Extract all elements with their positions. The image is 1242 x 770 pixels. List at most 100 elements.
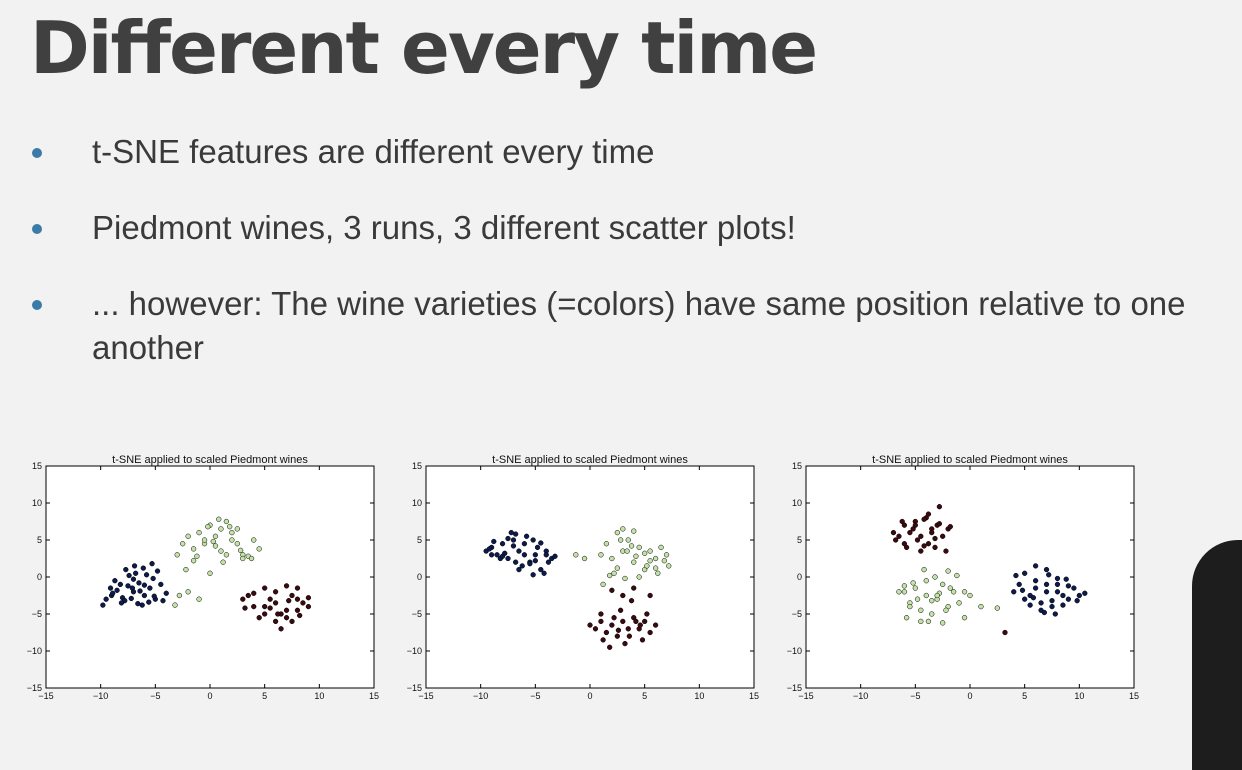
scatter-point-class-0 xyxy=(1016,581,1022,588)
scatter-point-class-0 xyxy=(1019,587,1026,593)
scatter-point-class-0 xyxy=(505,535,511,542)
scatter-point-class-0 xyxy=(1076,592,1082,599)
scatter-point-class-2 xyxy=(275,611,281,617)
x-tick-label: 5 xyxy=(1022,691,1027,701)
scatter-point-class-1 xyxy=(234,541,240,547)
scatter-point-class-2 xyxy=(609,587,615,593)
scatter-point-class-0 xyxy=(1027,602,1033,608)
y-tick-label: 15 xyxy=(32,461,42,471)
scatter-point-class-2 xyxy=(615,627,622,633)
slide-title: Different every time xyxy=(30,6,818,90)
scatter-point-class-0 xyxy=(1054,575,1061,582)
y-tick-label: 0 xyxy=(37,572,42,582)
y-tick-label: 10 xyxy=(412,498,422,508)
y-tick-label: 5 xyxy=(417,535,422,545)
scatter-point-class-1 xyxy=(185,533,191,539)
scatter-point-class-1 xyxy=(609,555,615,562)
scatter-point-class-2 xyxy=(633,618,639,625)
plot-area xyxy=(45,465,375,689)
x-tick-label: −10 xyxy=(93,691,108,701)
scatter-point-class-1 xyxy=(622,575,628,582)
scatter-point-class-1 xyxy=(251,537,257,543)
scatter-point-class-1 xyxy=(914,596,921,602)
scatter-point-class-2 xyxy=(932,535,938,542)
y-tick-label: −10 xyxy=(27,646,42,656)
scatter-point-class-2 xyxy=(283,583,290,589)
scatter-point-class-0 xyxy=(486,546,493,552)
x-tick-label: 0 xyxy=(967,691,972,701)
scatter-point-class-0 xyxy=(147,585,153,591)
scatter-point-class-1 xyxy=(234,526,240,532)
bullet-dot-icon xyxy=(32,300,42,310)
scatter-point-class-0 xyxy=(1013,572,1019,579)
scatter-point-class-2 xyxy=(652,622,659,628)
scatter-point-class-0 xyxy=(110,590,116,596)
x-tick-label: 0 xyxy=(207,691,212,701)
scatter-point-class-0 xyxy=(135,600,141,607)
scatter-point-class-1 xyxy=(210,538,216,545)
scatter-point-class-0 xyxy=(523,533,530,539)
x-tick-label: −15 xyxy=(38,691,53,701)
scatter-point-class-2 xyxy=(242,605,248,611)
scatter-point-class-2 xyxy=(639,637,646,643)
scatter-point-class-1 xyxy=(183,566,189,573)
x-tick-label: 15 xyxy=(749,691,759,701)
scatter-point-class-2 xyxy=(611,615,617,621)
scatter-point-class-2 xyxy=(943,548,949,554)
scatter-point-class-0 xyxy=(543,552,549,558)
scatter-point-class-2 xyxy=(914,537,921,543)
scatter-point-class-0 xyxy=(114,587,120,593)
scatter-point-class-1 xyxy=(573,552,579,558)
x-tick-label: −10 xyxy=(853,691,868,701)
scatter-point-class-2 xyxy=(262,585,268,591)
scatter-point-class-0 xyxy=(136,580,142,586)
scatter-point-class-1 xyxy=(628,543,635,549)
scatter-point-class-0 xyxy=(141,582,148,588)
scatter-point-class-2 xyxy=(283,607,290,613)
scatter-point-class-0 xyxy=(112,578,118,584)
scatter-point-class-1 xyxy=(223,552,230,558)
scatter-point-class-0 xyxy=(1043,566,1050,573)
bullet-item: Piedmont wines, 3 runs, 3 different scat… xyxy=(30,206,1230,250)
scatter-point-class-1 xyxy=(190,558,197,564)
scatter-point-class-0 xyxy=(118,600,125,606)
bullet-item: t-SNE features are different every time xyxy=(30,130,1230,174)
scatter-point-class-0 xyxy=(508,529,514,536)
scatter-point-class-0 xyxy=(530,537,536,543)
y-tick-label: −15 xyxy=(407,683,422,693)
scatter-plot-run-1: t-SNE applied to scaled Piedmont wines −1… xyxy=(27,454,379,701)
scatter-point-class-0 xyxy=(1049,603,1055,610)
scatter-point-class-1 xyxy=(929,611,935,617)
scatter-point-class-0 xyxy=(149,561,155,567)
scatter-point-class-1 xyxy=(903,615,910,621)
scatter-point-class-1 xyxy=(658,544,664,551)
scatter-point-class-0 xyxy=(126,572,132,579)
y-tick-label: 0 xyxy=(797,572,802,582)
scatter-point-class-1 xyxy=(212,533,219,539)
scatter-point-class-0 xyxy=(100,602,106,608)
scatter-point-class-1 xyxy=(248,555,255,562)
x-tick-label: −5 xyxy=(150,691,160,701)
scatter-point-class-0 xyxy=(1049,598,1055,604)
y-tick-label: −15 xyxy=(787,683,802,693)
scatter-point-class-0 xyxy=(1054,581,1061,588)
chart-title: t-SNE applied to scaled Piedmont wines xyxy=(492,454,688,466)
scatter-point-class-2 xyxy=(305,603,312,610)
scatter-point-class-1 xyxy=(190,546,197,552)
scatter-point-class-0 xyxy=(521,552,528,558)
scatter-point-class-0 xyxy=(107,585,114,591)
scatter-point-class-0 xyxy=(151,593,157,599)
scatter-point-class-1 xyxy=(201,537,208,543)
scatter-point-class-2 xyxy=(245,592,251,599)
scatter-point-class-1 xyxy=(636,574,642,580)
scatter-point-class-0 xyxy=(146,599,152,605)
scatter-point-class-0 xyxy=(1065,583,1072,589)
scatter-point-class-2 xyxy=(294,585,301,591)
scatter-point-class-2 xyxy=(893,537,899,543)
scatter-point-class-2 xyxy=(251,590,257,596)
scatter-point-class-0 xyxy=(139,602,145,608)
scatter-point-class-1 xyxy=(940,581,946,588)
x-tick-label: 15 xyxy=(369,691,379,701)
x-tick-label: 10 xyxy=(1074,691,1084,701)
scatter-plot-run-3: t-SNE applied to scaled Piedmont wines −1… xyxy=(787,454,1139,701)
